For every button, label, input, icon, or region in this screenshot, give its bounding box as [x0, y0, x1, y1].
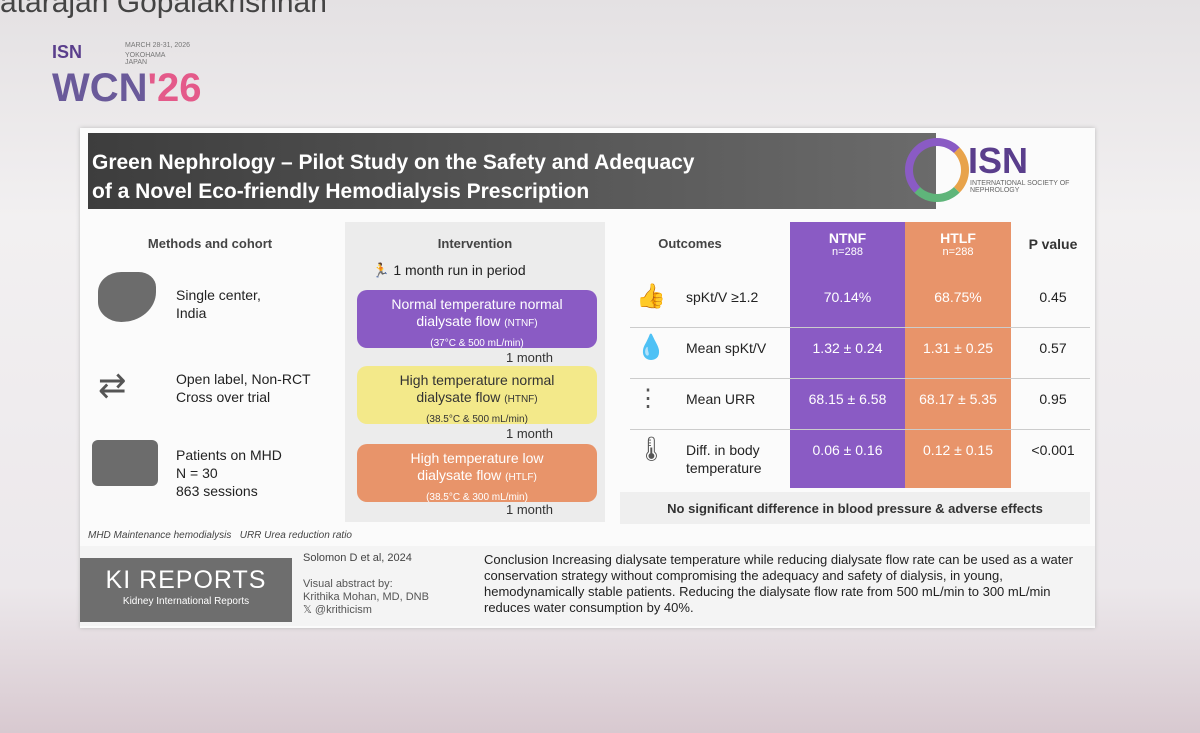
outcome-value: 0.57 — [1039, 340, 1067, 356]
run-in-text: 1 month run in period — [393, 262, 526, 278]
row-divider — [630, 378, 1090, 379]
event-logo: ISN — [52, 42, 83, 62]
outcome-value: 1.32 ± 0.24 — [812, 340, 883, 356]
column-n: n=288 — [942, 246, 974, 258]
journal-sub: Kidney International Reports — [122, 596, 250, 607]
outcome-label: Mean spKt/V — [686, 340, 767, 356]
title-bar — [88, 133, 936, 209]
intervention-heading: Intervention — [437, 236, 513, 251]
phase-detail: (37°C & 500 mL/min) — [430, 338, 524, 349]
outcomes-note: No significant difference in blood press… — [667, 501, 1043, 516]
outcome-value: 68.15 ± 6.58 — [808, 391, 887, 407]
outcomes-heading: Outcomes — [658, 236, 722, 251]
outcome-icon: 💧 — [636, 334, 666, 361]
phase-title: High temperature normal — [399, 372, 555, 388]
outcome-icon: 👍 — [636, 283, 666, 310]
methods-heading: Methods and cohort — [147, 236, 273, 251]
outcome-value: <0.001 — [1031, 442, 1075, 458]
title-line: of a Novel Eco-friendly Hemodialysis Pre… — [92, 180, 590, 203]
shuffle-icon: ⇄ — [98, 367, 127, 405]
event-year: '26 — [147, 66, 202, 110]
outcome-value: 68.17 ± 5.35 — [919, 391, 997, 407]
outcome-label: spKt/V ≥1.2 — [686, 289, 759, 305]
isn-icon — [905, 138, 969, 202]
credit: Visual abstract by: Krithika Mohan, MD, D… — [303, 578, 429, 616]
journal-box — [80, 558, 292, 622]
phase-title: Normal temperature normal — [391, 296, 563, 312]
ntnf-column — [790, 222, 905, 488]
method-line: Patients on MHD — [176, 447, 282, 463]
footnote: MHD Maintenance hemodialysis URR Urea re… — [88, 530, 352, 541]
column-header: HTLF n=288 — [905, 230, 1011, 258]
phase-title: High temperature low — [410, 450, 544, 466]
outcome-value: 0.95 — [1039, 391, 1067, 407]
title: Green Nephrology – Pilot Study on the Sa… — [92, 148, 695, 206]
outcome-label: Diff. in body temperature — [686, 442, 762, 476]
patients-icon — [92, 440, 158, 486]
outcome-value: 70.14% — [823, 289, 872, 305]
speaker-name: atarajan Gopalakrishnan — [0, 0, 327, 19]
journal-name: KI REPORTS — [105, 566, 267, 594]
credit-line: Visual abstract by: — [303, 578, 393, 590]
method-item: Open label, Non-RCT Cross over trial — [176, 370, 311, 406]
phase-box: High temperature low dialysate flow (HTLF… — [357, 444, 597, 503]
phase-code: (HTLF) — [505, 472, 537, 483]
method-item: Single center, India — [176, 286, 261, 322]
outcome-icon: ⋮ — [636, 385, 660, 412]
method-line: 863 sessions — [176, 483, 258, 499]
event-name-text: WCN — [52, 66, 148, 110]
phase-duration: 1 month — [506, 350, 553, 365]
credit-handle: @krithicism — [314, 604, 372, 616]
outcome-icon: 🌡 — [636, 436, 667, 463]
event-place: YOKOHAMA JAPAN — [125, 52, 166, 66]
column-name: HTLF — [940, 230, 976, 246]
method-item: Patients on MHD N = 30 863 sessions — [176, 446, 282, 500]
column-header: P value — [1028, 236, 1078, 252]
phase-detail: (38.5°C & 300 mL/min) — [426, 492, 528, 503]
phase-box: Normal temperature normal dialysate flow … — [357, 290, 597, 349]
phase-title: dialysate flow — [416, 389, 501, 405]
credit-line: Krithika Mohan, MD, DNB — [303, 591, 429, 603]
row-divider — [630, 429, 1090, 430]
run-in: 🏃 1 month run in period — [372, 262, 526, 278]
phase-duration: 1 month — [506, 426, 553, 441]
row-divider — [630, 327, 1090, 328]
outcome-value: 68.75% — [934, 289, 982, 305]
outcome-value: 1.31 ± 0.25 — [923, 340, 993, 356]
method-line: Open label, Non-RCT — [176, 371, 311, 387]
phase-title: dialysate flow — [417, 467, 502, 483]
outcome-label: Mean URR — [686, 391, 756, 407]
column-name: NTNF — [828, 230, 867, 246]
outcome-value: 0.12 ± 0.15 — [923, 442, 993, 458]
isn-logo: ISN — [968, 140, 1029, 181]
phase-detail: (38.5°C & 500 mL/min) — [426, 414, 528, 425]
phase-box: High temperature normal dialysate flow (H… — [357, 366, 597, 425]
isn-sub: INTERNATIONAL SOCIETY OF NEPHROLOGY — [970, 180, 1070, 194]
outcome-value: 0.45 — [1039, 289, 1067, 305]
htlf-column — [905, 222, 1011, 488]
method-line: Single center, — [176, 287, 261, 303]
phase-title: dialysate flow — [416, 313, 501, 329]
citation: Solomon D et al, 2024 — [303, 552, 412, 564]
event-dates: MARCH 28-31, 2026 — [125, 42, 190, 49]
title-line: Green Nephrology – Pilot Study on the Sa… — [92, 151, 695, 174]
method-line: Cross over trial — [176, 389, 271, 405]
method-line: India — [176, 305, 207, 321]
phase-duration: 1 month — [506, 502, 553, 517]
event-name: WCN'26 — [52, 66, 202, 111]
column-header: NTNF n=288 — [790, 230, 905, 258]
phase-code: (HTNF) — [504, 394, 538, 405]
note-box — [620, 492, 1090, 524]
phase-code: (NTNF) — [504, 318, 538, 329]
conclusion: Conclusion Increasing dialysate temperat… — [484, 552, 1073, 615]
outcome-value: 0.06 ± 0.16 — [812, 442, 883, 458]
column-n: n=288 — [832, 246, 863, 258]
method-line: N = 30 — [176, 465, 218, 481]
